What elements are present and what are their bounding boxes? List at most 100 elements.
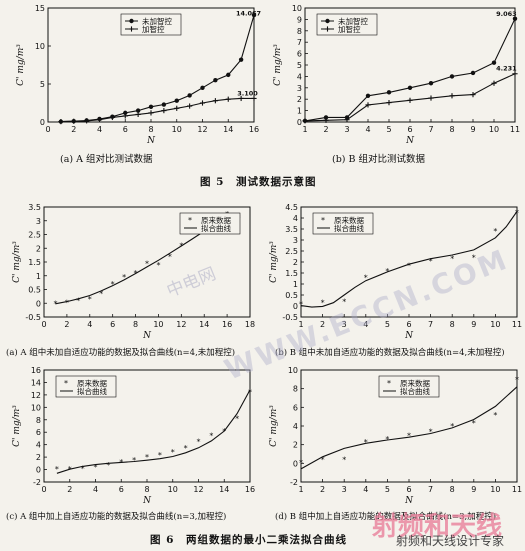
y-tick-label: 10 (31, 403, 41, 412)
x-tick-label: 3 (342, 485, 347, 494)
legend-marker (325, 18, 330, 24)
data-point (148, 104, 154, 110)
data-point (135, 111, 141, 117)
legend-box (55, 375, 117, 398)
x-tick-label: 10 (490, 320, 500, 329)
y-tick-label: -2 (290, 478, 298, 487)
data-point (251, 12, 257, 18)
y-tick-label: -2 (33, 478, 41, 487)
data-point: * (385, 267, 389, 276)
data-point: * (364, 438, 368, 447)
y-tick-label: 14 (31, 378, 41, 387)
data-point: * (493, 227, 497, 236)
data-point (323, 117, 329, 123)
legend-marker: * (321, 216, 325, 225)
x-tick-label: 8 (133, 320, 138, 329)
data-point: * (235, 415, 239, 424)
x-tick-label: 6 (119, 485, 124, 494)
x-tick-label: 5 (386, 125, 391, 134)
y-axis-label: C' mg/m³ (269, 241, 279, 283)
y-tick-label: 0 (293, 459, 298, 468)
legend-box (316, 13, 378, 36)
data-point (491, 60, 497, 65)
x-tick-label: 8 (450, 320, 455, 329)
data-point: * (248, 388, 252, 397)
data-point (122, 113, 128, 119)
data-point: * (429, 428, 433, 437)
x-axis-label: N (404, 331, 414, 341)
data-point: * (65, 298, 69, 307)
data-point (135, 108, 141, 113)
x-tick-label: 9 (471, 320, 476, 329)
x-tick-label: 2 (67, 485, 72, 494)
y-tick-label: 0.5 (285, 291, 298, 300)
x-tick-label: 8 (449, 125, 454, 134)
data-point (323, 115, 329, 120)
data-point (71, 118, 77, 124)
data-point (109, 114, 115, 121)
x-tick-label: 9 (471, 485, 476, 494)
x-tick-label: 8 (450, 485, 455, 494)
y-tick-label: 1 (36, 272, 41, 281)
y-axis-label: C' mg/m³ (12, 241, 22, 283)
x-tick-label: 6 (407, 125, 412, 134)
x-tick-label: 6 (406, 485, 411, 494)
x-axis-label: N (142, 331, 152, 341)
x-tick-label: 1 (298, 320, 303, 329)
data-point: * (111, 280, 115, 289)
data-point (58, 119, 64, 125)
x-tick-label: 3 (342, 320, 347, 329)
legend-label: 加智控 (338, 24, 361, 34)
data-point (212, 98, 218, 104)
data-point: * (53, 299, 57, 308)
x-tick-label: 10 (153, 320, 163, 329)
x-tick-label: 1 (298, 485, 303, 494)
data-point: * (184, 444, 188, 453)
data-point: * (55, 465, 59, 474)
y-tick-label: 9 (297, 15, 302, 24)
data-point: * (515, 375, 519, 384)
data-label: 9.063 (496, 10, 517, 18)
data-point: * (472, 254, 476, 263)
y-tick-label: 2 (293, 258, 298, 267)
y-tick-label: 3.5 (28, 203, 41, 212)
x-tick-label: 14 (199, 320, 209, 329)
data-point (365, 102, 371, 108)
data-point (238, 95, 244, 102)
series-line (60, 97, 254, 123)
y-tick-label: 3 (36, 217, 41, 226)
fit-curve (56, 389, 251, 474)
data-point: * (407, 261, 411, 270)
data-point: * (168, 253, 172, 262)
x-tick-label: 10 (168, 485, 178, 494)
fit-curve (300, 211, 518, 308)
x-tick-label: 0 (45, 125, 50, 134)
data-point (225, 96, 231, 102)
data-point: * (145, 259, 149, 268)
data-point (199, 100, 206, 106)
y-tick-label: 3 (293, 236, 298, 245)
data-point: * (81, 464, 85, 473)
data-point: * (88, 295, 92, 304)
x-tick-label: 9 (470, 125, 475, 134)
data-point (428, 95, 434, 101)
x-tick-label: 7 (428, 320, 433, 329)
x-tick-label: 11 (512, 320, 522, 329)
data-point: * (299, 300, 303, 309)
x-tick-label: 0 (41, 320, 46, 329)
fit-curve (300, 386, 518, 470)
legend-label: 原来数据 (201, 215, 231, 225)
x-tick-label: 8 (148, 125, 153, 134)
x-tick-label: 4 (363, 320, 368, 329)
data-point: * (122, 273, 126, 282)
y-tick-label: -0.5 (282, 313, 298, 322)
y-tick-label: 4 (293, 214, 298, 223)
y-axis-label: C' mg/m³ (269, 405, 279, 447)
y-tick-label: 2 (297, 95, 302, 104)
data-point: * (106, 461, 110, 470)
y-tick-label: 3.5 (285, 225, 298, 234)
data-point (491, 80, 497, 86)
data-point (174, 105, 180, 111)
